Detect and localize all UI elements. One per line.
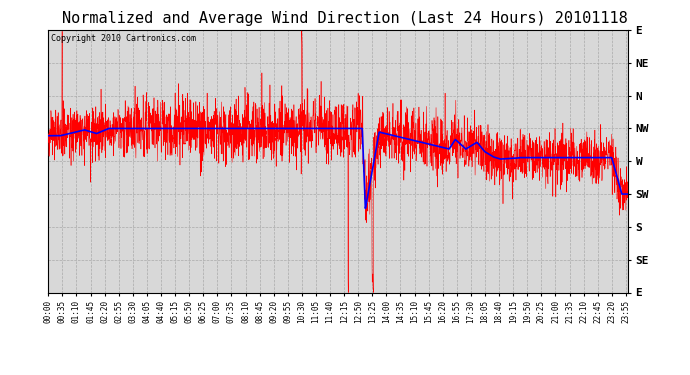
Text: Copyright 2010 Cartronics.com: Copyright 2010 Cartronics.com xyxy=(51,34,196,43)
Text: Normalized and Average Wind Direction (Last 24 Hours) 20101118: Normalized and Average Wind Direction (L… xyxy=(62,11,628,26)
